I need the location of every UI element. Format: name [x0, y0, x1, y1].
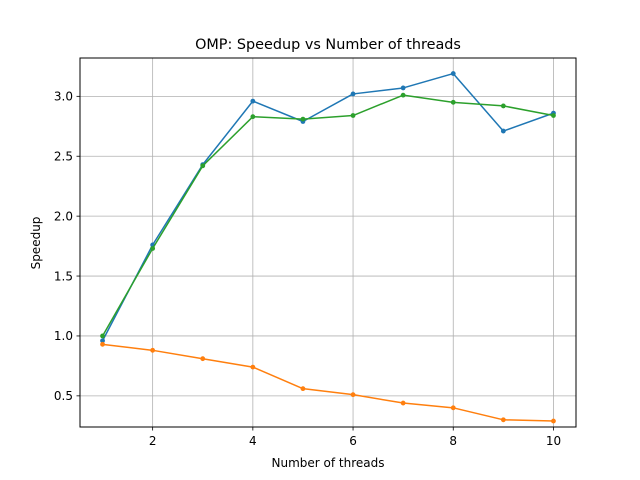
data-point: [400, 92, 406, 98]
series-3: [100, 92, 556, 339]
data-point: [250, 114, 256, 120]
data-point: [400, 85, 406, 91]
x-tick-label: 8: [449, 434, 457, 448]
series-2: [100, 341, 556, 424]
data-point: [350, 113, 356, 118]
data-point: [100, 338, 105, 344]
data-point: [500, 417, 506, 423]
data-point: [250, 364, 256, 370]
x-axis-label: Number of threads: [272, 456, 385, 470]
data-point: [150, 246, 156, 251]
data-point: [450, 71, 456, 76]
y-axis-ticks: 0.5 1.0 1.5 2.0 2.5 3.0: [54, 90, 80, 403]
data-point: [250, 98, 256, 104]
y-tick-label: 2.0: [54, 209, 73, 223]
x-tick-label: 2: [149, 434, 157, 448]
data-point: [450, 99, 456, 105]
y-tick-label: 1.5: [54, 269, 73, 283]
y-tick-label: 2.5: [54, 150, 73, 164]
data-point: [551, 113, 556, 118]
data-point: [300, 116, 306, 122]
data-point: [500, 128, 506, 134]
series-layer: [100, 71, 556, 424]
grid-lines: [80, 58, 576, 427]
data-point: [551, 418, 556, 424]
data-point: [100, 333, 105, 339]
x-tick-label: 6: [349, 434, 357, 448]
chart-title: OMP: Speedup vs Number of threads: [195, 37, 461, 53]
series-line: [101, 72, 554, 342]
data-point: [150, 347, 156, 353]
data-point: [100, 341, 105, 347]
series-line: [102, 343, 554, 422]
data-point: [200, 163, 206, 169]
y-tick-label: 0.5: [54, 389, 73, 403]
data-point: [300, 386, 306, 392]
series-line: [101, 94, 554, 337]
data-point: [500, 103, 506, 109]
data-point: [200, 356, 206, 362]
data-point: [350, 392, 356, 398]
x-tick-label: 10: [546, 434, 561, 448]
series-1: [100, 71, 556, 344]
x-axis-ticks: 2 4 6 8 10: [149, 427, 561, 448]
y-tick-label: 3.0: [54, 90, 73, 104]
data-point: [400, 400, 406, 406]
y-axis-label: Speedup: [29, 217, 43, 270]
data-point: [350, 91, 356, 97]
y-tick-label: 1.0: [54, 329, 73, 343]
data-point: [450, 405, 456, 411]
plot-frame: [79, 57, 577, 428]
x-tick-label: 4: [249, 434, 257, 448]
